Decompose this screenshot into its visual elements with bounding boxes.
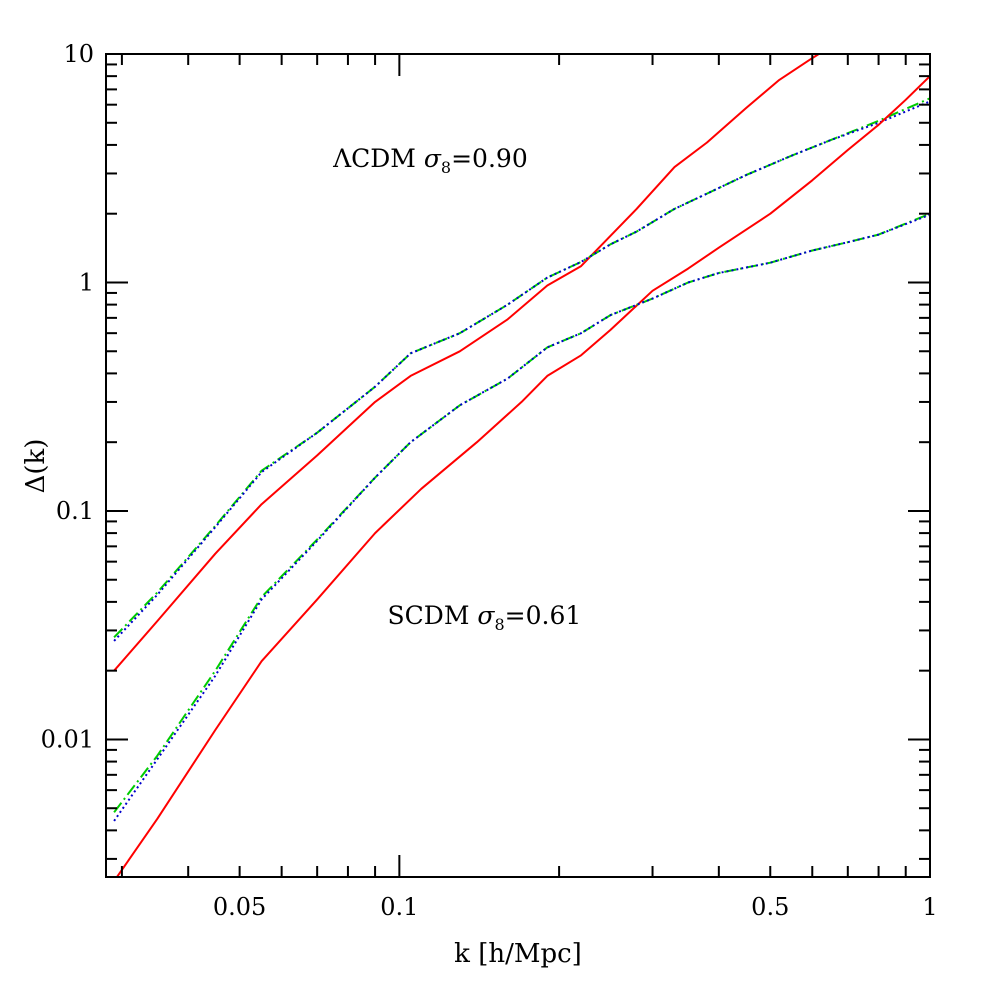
x-tick-label: 0.1	[380, 893, 418, 921]
plot-frame	[105, 53, 931, 878]
series-line-4-solid	[115, 75, 930, 877]
tick-label-layer: 0.05 0.1 0.5 1 0.01 0.1 1 10	[41, 40, 938, 921]
y-tick-label: 0.01	[41, 725, 94, 753]
y-axis-title: Δ(k)	[21, 439, 51, 494]
x-axis-title: k [h/Mpc]	[454, 939, 582, 969]
series-line-1-solid	[113, 54, 821, 672]
annotation-2: SCDM σ8=0.61	[388, 601, 582, 634]
annotation-1: ΛCDM σ8=0.90	[332, 144, 528, 177]
series-layer	[113, 54, 930, 877]
series-line-6-dotted	[113, 213, 930, 822]
x-tick-label: 0.5	[751, 893, 789, 921]
tick-layer	[106, 53, 931, 877]
x-tick-label: 1	[922, 893, 937, 921]
y-tick-label: 10	[63, 40, 94, 68]
y-tick-label: 1	[79, 268, 94, 296]
y-tick-label: 0.1	[56, 497, 94, 525]
annotation-layer: ΛCDM σ8=0.90 SCDM σ8=0.61	[332, 144, 581, 634]
x-tick-label: 0.05	[213, 893, 266, 921]
series-line-3-dotted	[113, 100, 930, 642]
